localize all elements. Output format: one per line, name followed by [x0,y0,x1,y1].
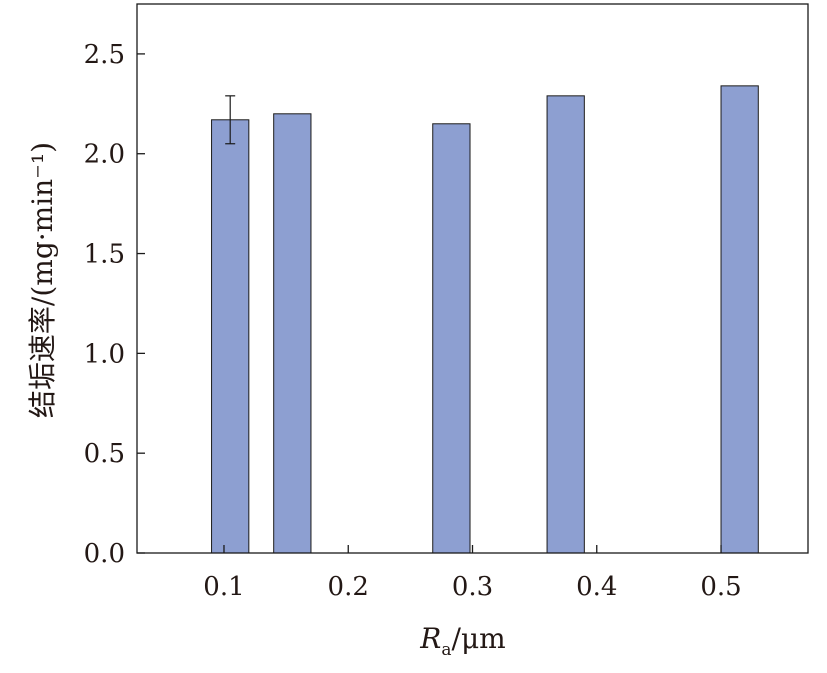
x-tick-label: 0.2 [328,572,369,602]
x-tick-label: 0.1 [203,572,244,602]
x-axis-title-main: R [419,622,441,655]
y-tick-label: 0.0 [84,539,125,569]
x-ticks: 0.1 0.2 0.3 0.4 0.5 [203,545,742,602]
error-bars-group [225,95,236,145]
y-tick-label: 2.0 [84,140,125,170]
x-tick-label: 0.5 [700,572,741,602]
x-tick-label: 0.3 [452,572,493,602]
y-tick-label: 2.5 [84,40,125,70]
bar-5 [720,85,759,554]
y-ticks: 0.0 0.5 1.0 1.5 2.0 2.5 [84,40,145,569]
bars-group [211,85,759,554]
bar-3 [432,123,471,554]
bar-2 [273,113,312,554]
y-tick-label: 1.5 [84,240,125,270]
y-tick-label: 1.0 [84,339,125,369]
x-tick-label: 0.4 [576,572,617,602]
y-axis-title: 结垢速率/(mg·min⁻¹) [26,142,59,418]
error-bar-1 [225,95,236,145]
y-tick-label: 0.5 [84,439,125,469]
bar-4 [546,95,585,554]
x-axis-title-unit: /μm [452,622,506,655]
x-axis-title-subscript: a [441,640,451,660]
x-axis-title: Ra/μm [419,622,505,660]
bar-1 [211,119,250,554]
